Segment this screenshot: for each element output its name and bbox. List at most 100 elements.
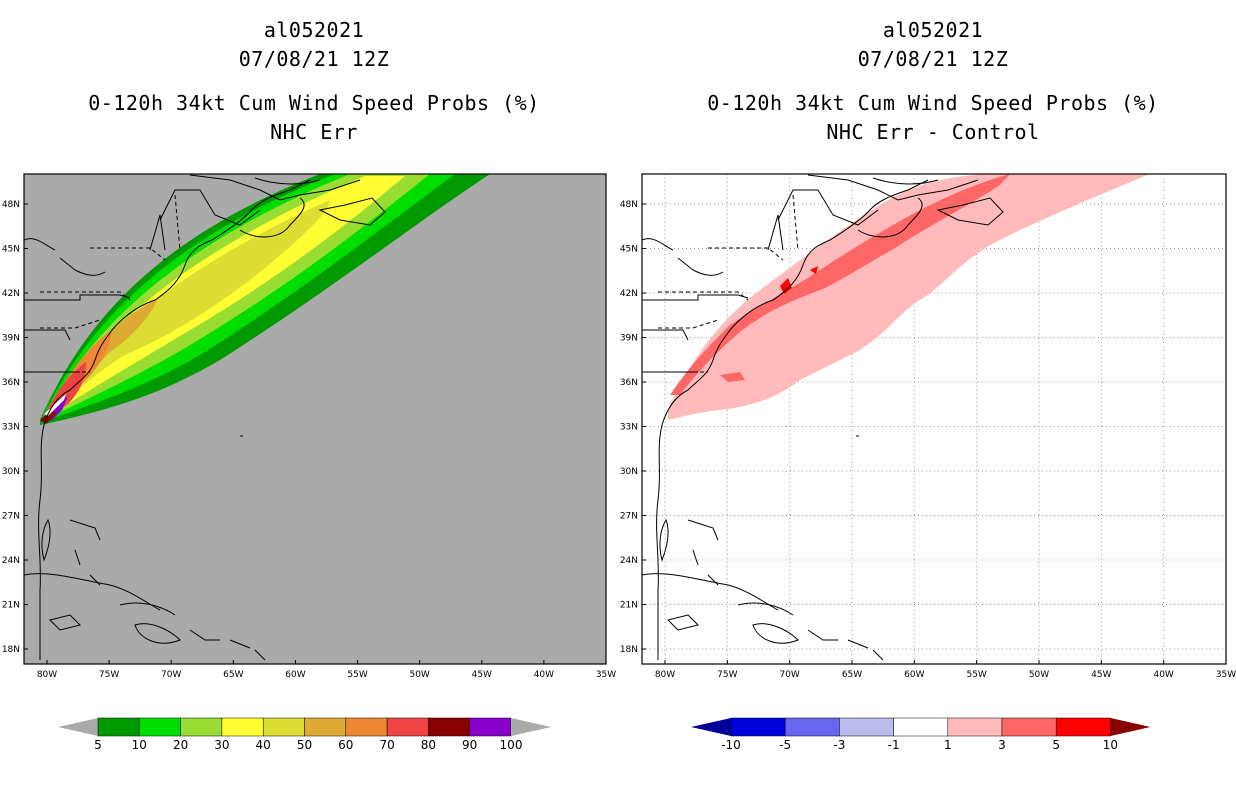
lon-label: 65W	[842, 670, 862, 680]
lon-label: 80W	[37, 670, 57, 680]
lat-label: 24N	[2, 556, 20, 566]
colorbar-segment	[221, 717, 264, 737]
colorbar-label: 90	[462, 738, 477, 752]
colorbar-segment	[1055, 717, 1111, 737]
lat-label: 45N	[620, 245, 638, 255]
colorbar-segment	[97, 717, 140, 737]
colorbar-label: 5	[94, 738, 102, 752]
colorbar-under-arrow	[58, 718, 98, 736]
lat-label: 48N	[2, 200, 20, 210]
lat-label: 33N	[620, 423, 638, 433]
lat-label: 36N	[620, 378, 638, 388]
forecast-time: 07/08/21 12Z	[238, 47, 390, 71]
forecast-time: 07/08/21 12Z	[857, 47, 1009, 71]
product-name: 0-120h 34kt Cum Wind Speed Probs (%)	[707, 91, 1159, 115]
colorbar-label: 40	[256, 738, 271, 752]
lon-label: 65W	[223, 670, 243, 680]
right-colorbar-labels: -10 -5 -3 -1 1 3 5 10	[721, 738, 1118, 752]
left-lat-labels: 48N 45N 42N 39N 36N 33N 30N 27N 24N 21N 18N	[2, 200, 28, 655]
lat-label: 30N	[620, 467, 638, 477]
lat-label: 27N	[620, 512, 638, 522]
colorbar-label: 3	[998, 738, 1006, 752]
lat-label: 36N	[2, 378, 20, 388]
colorbar-label: 80	[421, 738, 436, 752]
right-colorbar	[691, 717, 1151, 737]
lon-label: 40W	[1153, 670, 1173, 680]
right-map-frame	[641, 173, 1227, 665]
colorbar-segment	[893, 717, 949, 737]
lat-label: 21N	[2, 601, 20, 611]
colorbar-segment	[784, 717, 840, 737]
lat-label: 42N	[620, 289, 638, 299]
lon-label: 70W	[779, 670, 799, 680]
colorbar-segment	[345, 717, 388, 737]
lat-label: 30N	[2, 467, 20, 477]
lat-label: 21N	[620, 601, 638, 611]
lon-label: 75W	[717, 670, 737, 680]
lat-label: 45N	[2, 245, 20, 255]
lon-label: 50W	[1029, 670, 1049, 680]
colorbar-label: 50	[297, 738, 312, 752]
lon-label: 40W	[534, 670, 554, 680]
lon-label: 60W	[285, 670, 305, 680]
lat-label: 48N	[620, 200, 638, 210]
lon-label: 75W	[99, 670, 119, 680]
left-map-frame	[23, 173, 607, 665]
lon-label: 55W	[966, 670, 986, 680]
left-coastlines	[24, 174, 386, 661]
left-lon-labels: 80W 75W 70W 65W 60W 55W 50W 45W 40W 35W	[37, 660, 616, 680]
colorbar-segment	[1001, 717, 1057, 737]
colorbar-label: 30	[214, 738, 229, 752]
lon-label: 70W	[161, 670, 181, 680]
lat-label: 39N	[2, 334, 20, 344]
right-difference-field	[642, 174, 1150, 661]
left-probability-swath	[24, 174, 490, 661]
colorbar-over-arrow	[511, 718, 551, 736]
right-map: 48N 45N 42N 39N 36N 33N 30N 27N 24N 21N 18N 80W 75W…	[620, 173, 1236, 680]
colorbar-label: 70	[379, 738, 394, 752]
colorbar-segment	[428, 717, 470, 737]
lon-label: 55W	[347, 670, 367, 680]
left-panel-title: al052021 07/08/21 12Z 0-120h 34kt Cum Wi…	[23, 16, 605, 147]
left-colorbar-labels: 5 10 20 30 40 50 60 70 80 90 100	[94, 738, 522, 752]
right-lat-labels: 48N 45N 42N 39N 36N 33N 30N 27N 24N 21N 18N	[620, 200, 646, 655]
colorbar-label: 100	[500, 738, 523, 752]
lat-label: 18N	[620, 645, 638, 655]
right-panel-title: al052021 07/08/21 12Z 0-120h 34kt Cum Wi…	[640, 16, 1226, 147]
lat-label: 24N	[620, 556, 638, 566]
lat-label: 33N	[2, 423, 20, 433]
product-name: 0-120h 34kt Cum Wind Speed Probs (%)	[88, 91, 540, 115]
colorbar-label: -5	[779, 738, 791, 752]
colorbar-segment	[262, 717, 305, 737]
colorbar-label: 5	[1052, 738, 1060, 752]
storm-id: al052021	[263, 18, 365, 42]
colorbar-segment	[180, 717, 223, 737]
lon-label: 60W	[904, 670, 924, 680]
colorbar-segment	[139, 717, 181, 737]
right-state-borders	[658, 194, 799, 373]
colorbar-label: 10	[1103, 738, 1118, 752]
lat-label: 27N	[2, 512, 20, 522]
lon-label: 45W	[1091, 670, 1111, 680]
lon-label: 45W	[472, 670, 492, 680]
run-name: NHC Err	[270, 120, 358, 144]
colorbar-segment	[304, 717, 347, 737]
colorbar-label: 20	[173, 738, 188, 752]
right-coastlines	[642, 174, 1004, 661]
colorbar-segment	[947, 717, 1003, 737]
lon-label: 50W	[409, 670, 429, 680]
run-name: NHC Err - Control	[826, 120, 1040, 144]
left-colorbar	[58, 717, 551, 737]
colorbar-label: -10	[721, 738, 741, 752]
lon-label: 35W	[596, 670, 616, 680]
colorbar-label: 1	[944, 738, 952, 752]
colorbar-segment	[839, 717, 894, 737]
right-lon-labels: 80W 75W 70W 65W 60W 55W 50W 45W 40W 35W	[655, 660, 1236, 680]
lon-label: 80W	[655, 670, 675, 680]
colorbar-over-arrow	[1110, 718, 1151, 736]
colorbar-label: 60	[338, 738, 353, 752]
colorbar-label: 10	[132, 738, 147, 752]
lat-label: 42N	[2, 289, 20, 299]
colorbar-under-arrow	[691, 718, 731, 736]
